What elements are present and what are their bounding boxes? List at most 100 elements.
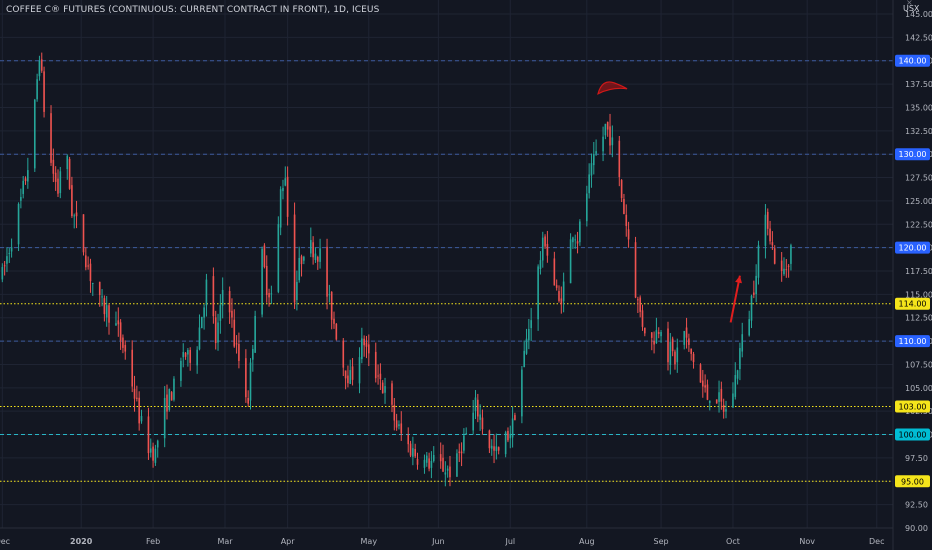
candle-body xyxy=(154,448,157,463)
candle-body xyxy=(442,457,444,472)
level-badge-label: 110.00 xyxy=(899,337,927,346)
level-badge xyxy=(895,297,930,310)
candle-body xyxy=(477,399,479,417)
candle-body xyxy=(189,349,192,363)
candle-body xyxy=(430,460,433,468)
candle-body xyxy=(718,392,720,402)
candle-body xyxy=(414,448,416,457)
candle-body xyxy=(38,60,41,77)
candle-body xyxy=(293,214,296,303)
candle-body xyxy=(358,357,361,384)
candle-body xyxy=(252,348,254,360)
candle-body xyxy=(279,189,282,228)
candle-body xyxy=(217,322,219,343)
candle-body xyxy=(674,351,676,365)
candle-body xyxy=(428,458,430,469)
candle-body xyxy=(303,256,305,261)
y-tick-label: 92.50 xyxy=(905,501,928,510)
candle-body xyxy=(590,163,593,176)
candle-body xyxy=(43,71,45,112)
candle-body xyxy=(50,113,52,163)
candle-body xyxy=(546,243,549,256)
candle-body xyxy=(409,443,412,456)
candle-body xyxy=(783,268,785,275)
candle-body xyxy=(328,294,331,296)
candle-body xyxy=(71,185,73,217)
candle-body xyxy=(493,446,495,451)
close-icon[interactable]: × xyxy=(906,0,913,7)
x-tick-label: Sep xyxy=(654,537,669,546)
candle-body xyxy=(163,397,166,439)
candle-body xyxy=(82,214,85,253)
x-tick-label: Jul xyxy=(504,537,515,546)
candle-body xyxy=(374,351,377,379)
candle-body xyxy=(89,263,92,282)
price-axis[interactable]: 145.00 142.50 140.00 137.50 135.00 132.50 130.… xyxy=(892,0,932,550)
candle-body xyxy=(330,291,333,320)
candle-body xyxy=(574,239,577,241)
candle-body xyxy=(439,454,442,462)
candle-body xyxy=(265,265,268,295)
candle-body xyxy=(57,178,59,194)
candle-body xyxy=(149,448,152,453)
time-axis[interactable]: Dec 2020 Feb Mar Apr May Jun Jul Aug Sep Oct Nov Dec xyxy=(0,527,893,546)
y-tick-label: 145.00 xyxy=(905,10,932,19)
arrow-head xyxy=(735,275,742,284)
candle-body xyxy=(699,364,702,383)
candle-body xyxy=(282,187,284,192)
candle-body xyxy=(316,256,319,262)
candle-body xyxy=(326,246,328,297)
candle-body xyxy=(205,279,208,306)
candle-body xyxy=(688,338,690,345)
y-tick-label: 90.00 xyxy=(905,524,928,533)
candle-body xyxy=(446,468,449,471)
candle-body xyxy=(187,350,189,355)
chart-title: COFFEE C® FUTURES (CONTINUOUS: CURRENT C… xyxy=(6,5,380,15)
candle-body xyxy=(690,348,693,354)
candle-body xyxy=(182,352,185,358)
x-tick-label: Nov xyxy=(799,537,815,546)
candle-body xyxy=(460,451,463,454)
candle-body xyxy=(618,140,621,178)
candle-body xyxy=(766,211,769,229)
candle-body xyxy=(400,423,403,434)
candle-body xyxy=(764,214,767,246)
candle-body xyxy=(381,382,384,394)
candle-body xyxy=(685,327,688,338)
candle-body xyxy=(395,420,398,428)
candle-body xyxy=(377,375,379,377)
x-tick-label: Jun xyxy=(431,537,445,546)
candle-body xyxy=(465,433,468,435)
candle-body xyxy=(641,310,644,327)
level-badge-label: 140.00 xyxy=(899,57,927,66)
candle-body xyxy=(704,385,706,388)
y-tick-label: 115.00 xyxy=(905,290,932,299)
candle-body xyxy=(525,338,528,354)
candle-body xyxy=(309,240,312,254)
candle-body xyxy=(115,323,117,326)
candle-body xyxy=(521,369,523,417)
level-badge xyxy=(895,54,930,67)
candle-body xyxy=(298,257,301,281)
candle-body xyxy=(261,248,263,315)
candle-body xyxy=(562,281,565,302)
candle-body xyxy=(769,228,771,242)
candle-body xyxy=(586,193,588,222)
candle-body xyxy=(3,265,6,267)
candle-body xyxy=(231,310,233,318)
candle-body xyxy=(8,252,11,254)
candle-body xyxy=(720,388,723,402)
candle-body xyxy=(588,174,590,194)
candle-body xyxy=(203,307,205,318)
candle-body xyxy=(168,388,171,410)
candle-body xyxy=(173,378,175,400)
candle-body xyxy=(367,344,370,354)
candle-body xyxy=(637,299,639,301)
candle-body xyxy=(119,322,122,341)
candle-body xyxy=(739,348,741,370)
candle-body xyxy=(541,237,544,261)
candle-body xyxy=(1,267,4,280)
candle-body xyxy=(623,199,625,215)
candle-body xyxy=(569,239,572,284)
candle-body xyxy=(753,292,755,295)
